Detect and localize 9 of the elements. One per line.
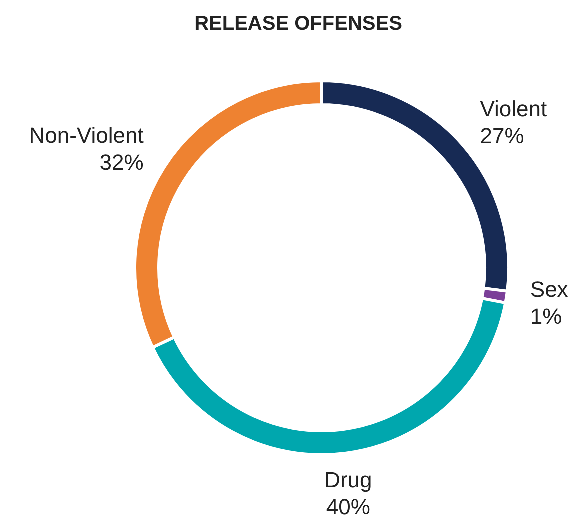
slice-label: Non-Violent [29, 122, 144, 148]
data-label: 27% [480, 123, 524, 148]
chart-title: RELEASE OFFENSES [194, 13, 402, 35]
data-label: 1% [530, 304, 562, 330]
slice-label: Violent [480, 96, 548, 122]
data-label: 40% [326, 494, 370, 520]
data-label: 32% [100, 150, 144, 175]
slice-label: Drug [324, 467, 372, 492]
slice-label: Sex [530, 277, 568, 302]
